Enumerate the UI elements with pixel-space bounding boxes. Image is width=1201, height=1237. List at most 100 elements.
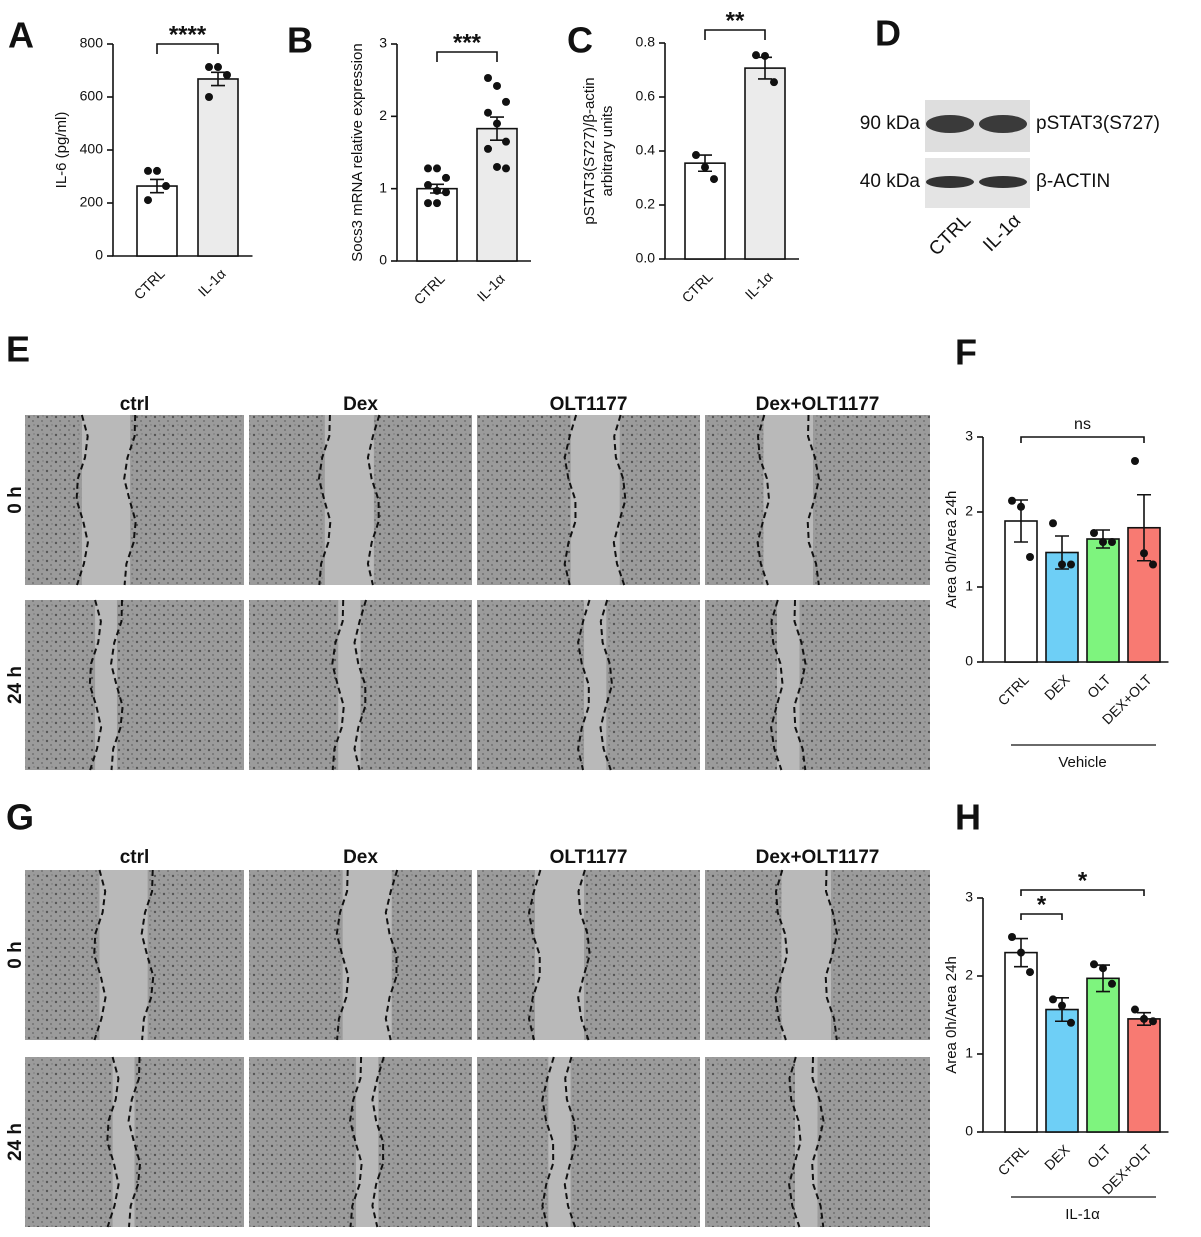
data-point: [1058, 560, 1066, 569]
data-point: [710, 175, 718, 184]
scratch-edge: [140, 869, 155, 1041]
bar: [684, 162, 726, 260]
data-point: [1067, 1018, 1075, 1027]
column-header: ctrl: [120, 847, 150, 868]
x-tick-label: DEX: [1041, 671, 1073, 703]
significance-bracket: [1020, 889, 1145, 896]
x-tick-label: IL-1α: [474, 270, 508, 304]
y-tick-label: 3: [379, 35, 387, 51]
data-point: [1108, 538, 1116, 546]
lane-label: IL-1α: [979, 210, 1025, 256]
blot-band: [926, 176, 974, 188]
data-point: [493, 119, 501, 128]
x-tick-label: IL-1α: [195, 265, 229, 299]
data-point: [752, 51, 760, 60]
blot-band: [926, 115, 974, 133]
significance-bracket: [704, 29, 766, 40]
row-label: 24 h: [5, 666, 26, 704]
scratch-gap: [584, 600, 607, 770]
significance-label: ****: [169, 21, 207, 48]
scratch-edge: [110, 599, 124, 771]
data-point: [424, 199, 432, 208]
column-header: Dex+OLT1177: [756, 847, 880, 868]
scratch-edge: [824, 869, 839, 1041]
scratch-gap: [795, 1057, 818, 1227]
x-tick-label: CTRL: [995, 1141, 1032, 1178]
y-tick-label: 1: [965, 1045, 973, 1061]
data-point: [770, 78, 778, 87]
bar: [476, 127, 518, 262]
row-label: 0 h: [5, 941, 26, 968]
y-tick-label: 800: [80, 35, 104, 51]
data-point: [1017, 948, 1025, 957]
x-tick-label: CTRL: [411, 270, 448, 307]
data-point: [1017, 502, 1025, 511]
micrograph: [25, 415, 244, 585]
data-point: [214, 63, 222, 72]
data-point: [1140, 1014, 1148, 1023]
significance-label: **: [726, 7, 745, 34]
scratch-edge: [770, 599, 784, 771]
data-point: [692, 151, 700, 160]
data-point: [1099, 964, 1107, 973]
y-tick-label: 2: [379, 107, 387, 123]
scratch-edge: [127, 1056, 142, 1228]
scratch-gap: [99, 870, 148, 1040]
scratch-edge: [106, 1056, 120, 1228]
column-header: Dex: [343, 394, 378, 415]
data-point: [1131, 457, 1139, 465]
data-point: [205, 93, 213, 101]
row-label: 0 h: [5, 486, 26, 513]
column-header: ctrl: [120, 394, 150, 415]
scratch-gap: [548, 1057, 571, 1227]
y-tick-label: 0: [965, 653, 973, 669]
x-tick-label: DEX: [1041, 1141, 1073, 1173]
x-tick-label: OLT: [1084, 1141, 1114, 1171]
column-header: Dex+OLT1177: [756, 394, 880, 415]
data-point: [1008, 496, 1016, 505]
band-protein: β-ACTIN: [1036, 171, 1110, 192]
micrograph: [705, 600, 930, 770]
scratch-gap: [781, 870, 831, 1040]
data-point: [502, 164, 510, 173]
scratch-edge: [75, 414, 89, 586]
data-point: [493, 81, 501, 90]
data-point: [701, 163, 709, 172]
bar: [1004, 951, 1038, 1133]
data-point: [1049, 995, 1057, 1004]
y-axis-label: Socs3 mRNA relative expression: [349, 43, 366, 261]
significance-bracket: [436, 51, 498, 62]
micrograph: [477, 870, 700, 1040]
x-tick-label: IL-1α: [742, 268, 776, 302]
significance-label: *: [1037, 891, 1047, 918]
blot-band: [979, 176, 1027, 188]
scratch-gap: [534, 870, 585, 1040]
scratch-edge: [793, 599, 807, 771]
scratch-edge: [335, 869, 350, 1041]
data-point: [1108, 979, 1116, 988]
data-point: [1049, 519, 1057, 528]
y-tick-label: 0: [95, 247, 103, 263]
micrograph: [25, 600, 244, 770]
row-label: 24 h: [5, 1123, 26, 1161]
scratch-gap: [324, 415, 374, 585]
data-point: [1140, 549, 1148, 558]
y-tick-label: 2: [965, 503, 973, 519]
y-tick-label: 0.6: [636, 88, 656, 104]
panel-letter: H: [955, 797, 981, 838]
data-point: [442, 173, 450, 182]
column-header: OLT1177: [550, 847, 628, 868]
y-axis-label: IL-6 (pg/ml): [53, 112, 70, 189]
significance-bracket: [1020, 436, 1145, 443]
panel-letter: F: [955, 332, 977, 373]
data-point: [484, 73, 492, 82]
y-tick-label: 400: [80, 141, 104, 157]
data-point: [1026, 968, 1034, 977]
scratch-edge: [577, 869, 591, 1041]
scratch-edge: [88, 599, 103, 771]
data-point: [1149, 1017, 1157, 1026]
y-tick-label: 0.8: [636, 34, 656, 50]
bar: [1086, 977, 1120, 1133]
group-label: IL-1α: [1065, 1206, 1100, 1223]
scratch-edge: [599, 599, 614, 771]
